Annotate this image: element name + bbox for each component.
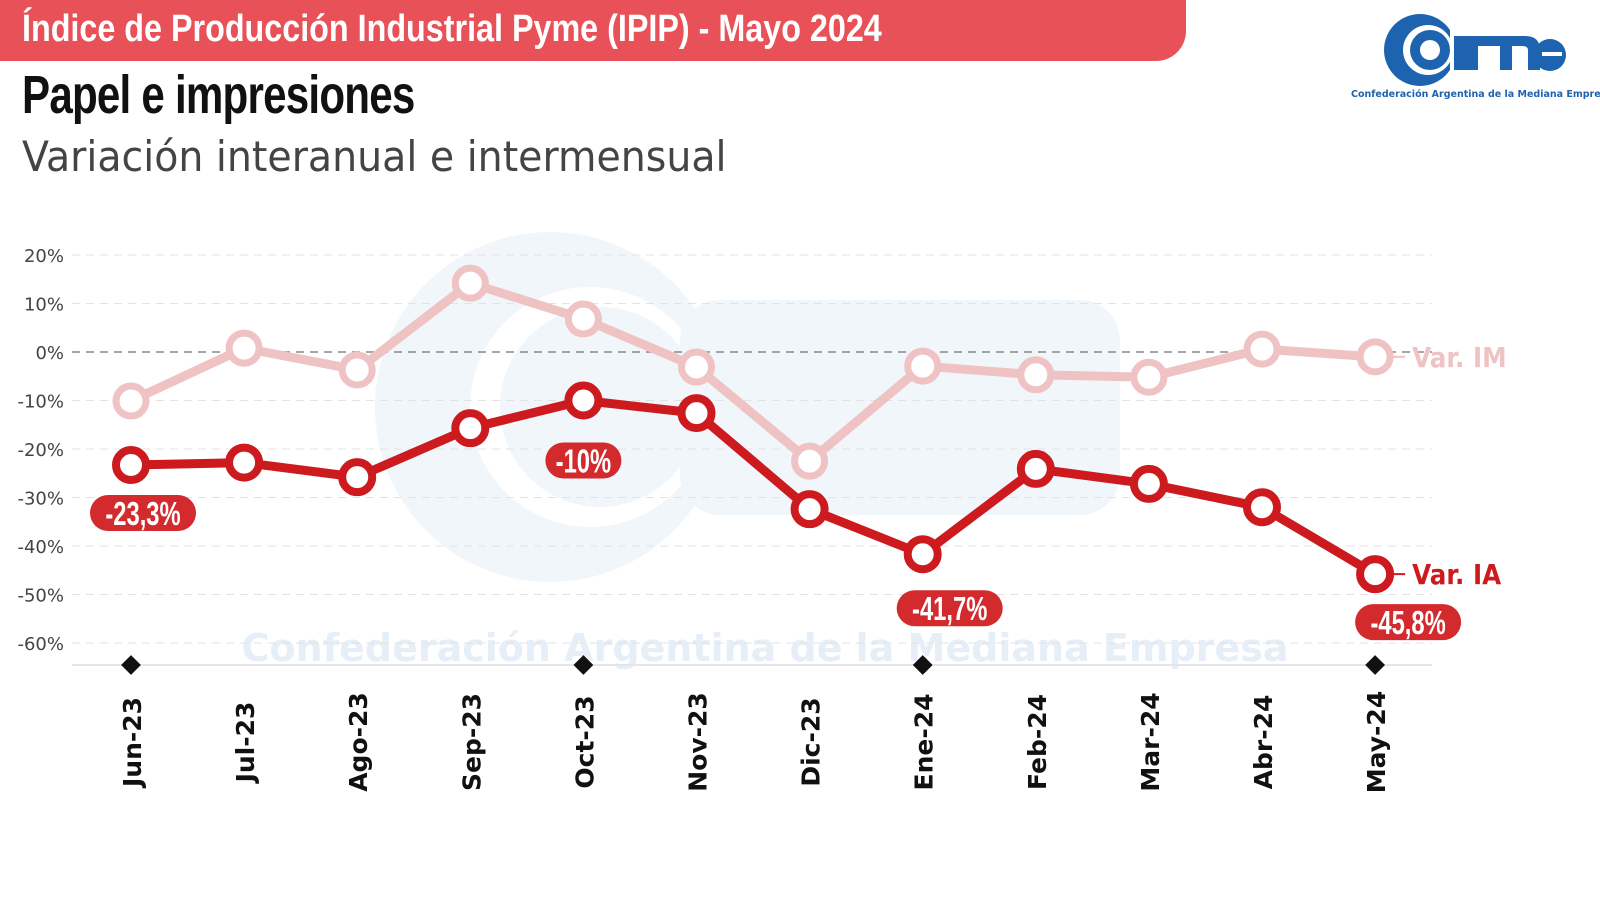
logo-tagline: Confederación Argentina de la Mediana Em… [1351, 89, 1600, 100]
y-tick-label: -30% [17, 489, 64, 510]
x-tick-label: Feb-24 [1023, 694, 1052, 790]
data-point-var-ia [338, 458, 377, 497]
legend-label-var-im: Var. IM [1412, 342, 1507, 374]
data-point-var-ia [225, 443, 264, 482]
data-point-var-im [338, 351, 376, 389]
data-label-bg [1355, 604, 1462, 641]
diamond-marker [1365, 655, 1385, 675]
data-label: -45,8% [1355, 604, 1462, 642]
data-label-bg [90, 495, 196, 532]
came-logo [1384, 14, 1566, 86]
data-point-var-ia [677, 394, 716, 433]
diamond-marker [121, 655, 141, 675]
watermark-text: Confederación Argentina de la Mediana Em… [242, 626, 1289, 670]
x-tick-label: Ene-24 [910, 694, 939, 791]
data-label-text: -41,7% [912, 592, 987, 629]
data-point-var-ia [1016, 449, 1055, 488]
data-point-var-im [225, 329, 263, 367]
data-point-var-im [564, 300, 602, 338]
data-label-bg [545, 442, 622, 479]
x-tick-label: Jul-23 [231, 702, 260, 785]
x-tick-label: Sep-23 [457, 693, 486, 791]
data-point-var-im [904, 347, 942, 385]
data-point-var-ia [1243, 488, 1281, 527]
y-tick-label: -60% [17, 634, 64, 655]
data-point-var-im [1130, 358, 1168, 396]
data-point-var-ia [564, 381, 603, 420]
x-tick-label: Mar-24 [1136, 692, 1165, 791]
y-tick-label: 20% [24, 246, 64, 267]
series-line-var-ia [130, 396, 1378, 579]
data-point-var-ia [790, 490, 829, 529]
y-tick-label: -50% [17, 586, 64, 607]
watermark-letters [680, 300, 1120, 515]
data-label-text: -45,8% [1370, 605, 1445, 642]
y-tick-label: -40% [17, 537, 64, 558]
data-point-var-im [451, 264, 489, 302]
legend-label-var-ia: Var. IA [1412, 560, 1502, 592]
data-point-var-ia [903, 535, 942, 574]
data-point-var-ia [112, 446, 150, 485]
x-tick-label: Dic-23 [797, 697, 826, 786]
data-point-var-im [112, 382, 150, 420]
diamond-marker [912, 655, 933, 675]
data-label: -23,3% [90, 495, 196, 533]
data-point-var-im [1017, 356, 1055, 394]
data-point-var-im [1356, 338, 1394, 376]
data-label: -10% [545, 442, 622, 481]
series-line-var-im [129, 278, 1376, 466]
page-title: Papel e impresiones [22, 65, 415, 125]
data-point-var-ia [451, 409, 490, 448]
diamond-marker [573, 655, 594, 675]
y-tick-label: -20% [17, 440, 64, 461]
x-tick-label: Nov-23 [684, 692, 713, 792]
x-tick-label: Ago-23 [344, 692, 373, 792]
x-tick-label: Jun-23 [118, 697, 147, 789]
data-point-var-im [678, 348, 715, 386]
data-point-var-ia [1356, 555, 1395, 594]
y-tick-label: 0% [35, 343, 64, 364]
y-tick-label: 10% [24, 295, 64, 316]
banner-text: Índice de Producción Industrial Pyme (IP… [22, 8, 882, 50]
watermark: Confederación Argentina de la Mediana Em… [242, 232, 1289, 670]
page-subtitle: Variación interanual e intermensual [22, 132, 727, 181]
y-tick-label: -10% [17, 392, 64, 413]
data-label: -41,7% [896, 590, 1003, 629]
data-label-text: -23,3% [105, 496, 180, 533]
data-point-var-im [1243, 330, 1281, 368]
data-point-var-im [791, 442, 829, 480]
x-tick-label: Oct-23 [570, 695, 599, 788]
x-tick-label: Abr-24 [1249, 695, 1278, 790]
header-banner: Índice de Producción Industrial Pyme (IP… [0, 0, 1186, 61]
data-label-bg [896, 590, 1003, 627]
data-label-text: -10% [556, 444, 611, 481]
x-tick-label: May-24 [1362, 691, 1391, 793]
data-point-var-ia [1129, 464, 1168, 503]
